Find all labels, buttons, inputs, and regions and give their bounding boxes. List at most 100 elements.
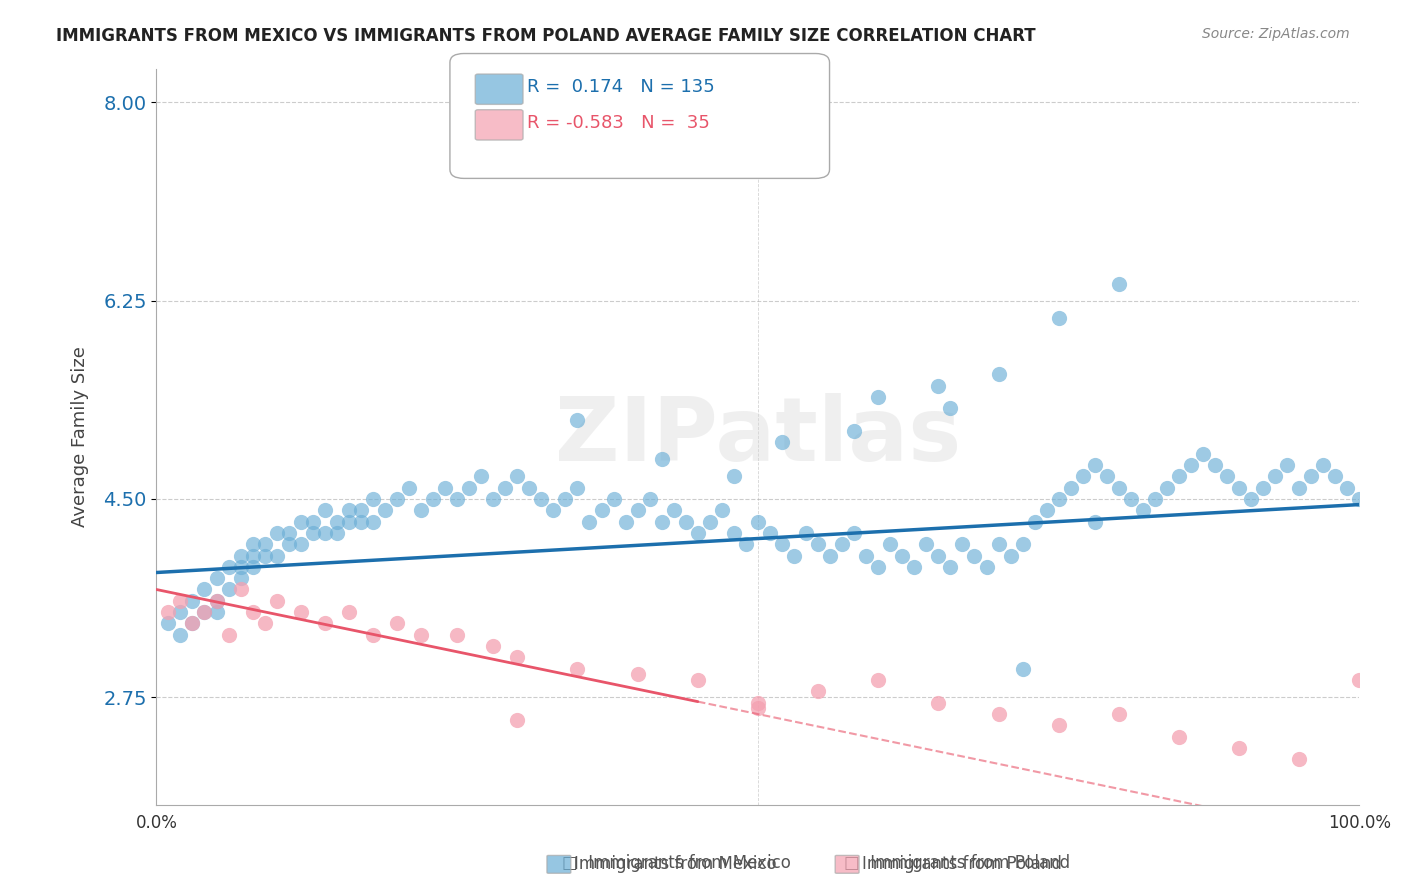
Point xyxy=(301,515,323,529)
Point xyxy=(567,662,589,676)
Point xyxy=(385,491,408,506)
Point xyxy=(242,559,264,574)
Point xyxy=(1227,741,1250,756)
Point xyxy=(807,684,830,698)
Point xyxy=(735,537,758,551)
Point xyxy=(891,549,914,563)
Point xyxy=(253,616,276,631)
Point xyxy=(987,707,1010,722)
Point xyxy=(747,515,769,529)
Point xyxy=(229,559,252,574)
Point xyxy=(205,594,228,608)
Point xyxy=(326,515,349,529)
Point xyxy=(710,503,733,517)
Point xyxy=(1240,491,1263,506)
Point xyxy=(242,605,264,619)
Point xyxy=(1000,549,1022,563)
Point xyxy=(266,525,288,540)
Point xyxy=(409,628,432,642)
Point xyxy=(807,537,830,551)
Point xyxy=(686,525,709,540)
Point xyxy=(855,549,877,563)
Point xyxy=(626,503,648,517)
Point xyxy=(517,481,540,495)
Point xyxy=(927,378,949,392)
Point xyxy=(591,503,613,517)
Point xyxy=(868,390,890,404)
Point xyxy=(915,537,938,551)
Point xyxy=(686,673,709,687)
Point xyxy=(169,594,191,608)
Point xyxy=(242,537,264,551)
Point xyxy=(314,616,336,631)
Point xyxy=(1035,503,1057,517)
Point xyxy=(1180,458,1202,472)
Point xyxy=(868,559,890,574)
Point xyxy=(543,503,565,517)
Point xyxy=(1336,481,1358,495)
Point xyxy=(783,549,806,563)
Point xyxy=(530,491,553,506)
Point xyxy=(1084,515,1107,529)
Point xyxy=(567,412,589,426)
Point xyxy=(290,515,312,529)
Point xyxy=(1312,458,1334,472)
Point xyxy=(181,594,204,608)
Point xyxy=(290,605,312,619)
Point xyxy=(506,713,529,727)
Point xyxy=(1108,481,1130,495)
Point xyxy=(409,503,432,517)
Text: Immigrants from Mexico: Immigrants from Mexico xyxy=(574,855,776,873)
Point xyxy=(844,424,866,438)
Point xyxy=(868,673,890,687)
Point xyxy=(1156,481,1178,495)
Point xyxy=(1251,481,1274,495)
Point xyxy=(1024,515,1046,529)
Point xyxy=(446,628,468,642)
Point xyxy=(205,605,228,619)
Point xyxy=(314,525,336,540)
Point xyxy=(218,582,240,597)
Point xyxy=(927,549,949,563)
Point xyxy=(1168,730,1191,744)
Point xyxy=(1192,447,1215,461)
Point xyxy=(831,537,853,551)
Point xyxy=(337,503,360,517)
Point xyxy=(879,537,901,551)
Point xyxy=(253,549,276,563)
Point xyxy=(1071,469,1094,483)
Point xyxy=(747,696,769,710)
Point xyxy=(218,628,240,642)
Point xyxy=(1301,469,1323,483)
Point xyxy=(242,549,264,563)
Point xyxy=(699,515,721,529)
Point xyxy=(987,368,1010,382)
Point xyxy=(482,491,505,506)
Point xyxy=(277,525,299,540)
Text: ZIPatlas: ZIPatlas xyxy=(555,393,962,480)
Point xyxy=(675,515,697,529)
Point xyxy=(181,616,204,631)
Point xyxy=(1047,310,1070,325)
Point xyxy=(1288,481,1310,495)
Text: R = -0.583   N =  35: R = -0.583 N = 35 xyxy=(527,114,710,132)
Point xyxy=(662,503,685,517)
Point xyxy=(723,469,745,483)
Point xyxy=(157,605,180,619)
Point xyxy=(361,515,384,529)
Point xyxy=(1348,491,1371,506)
Point xyxy=(927,696,949,710)
Point xyxy=(1011,537,1033,551)
Text: □  Immigrants from Mexico: □ Immigrants from Mexico xyxy=(562,855,792,872)
Point xyxy=(1204,458,1226,472)
Point xyxy=(1047,718,1070,732)
Point xyxy=(314,503,336,517)
Point xyxy=(157,616,180,631)
Point xyxy=(818,549,841,563)
Point xyxy=(1288,752,1310,766)
Point xyxy=(939,559,962,574)
Point xyxy=(1168,469,1191,483)
Point xyxy=(253,537,276,551)
Point xyxy=(614,515,637,529)
Point xyxy=(770,537,793,551)
